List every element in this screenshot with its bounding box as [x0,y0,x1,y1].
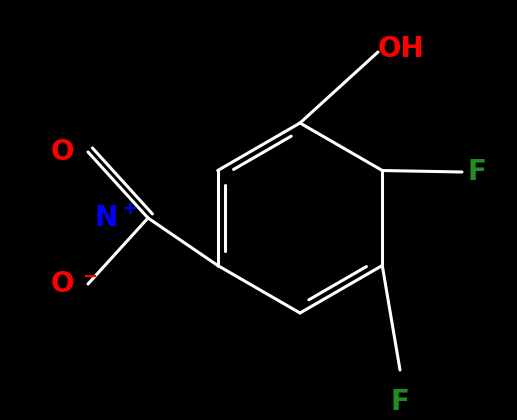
Text: OH: OH [378,35,424,63]
Text: −: − [82,268,97,286]
Text: N: N [95,204,118,232]
Text: F: F [468,158,487,186]
Text: F: F [390,388,409,416]
Text: O: O [50,138,74,166]
Text: O: O [50,270,74,298]
Text: +: + [122,200,137,218]
